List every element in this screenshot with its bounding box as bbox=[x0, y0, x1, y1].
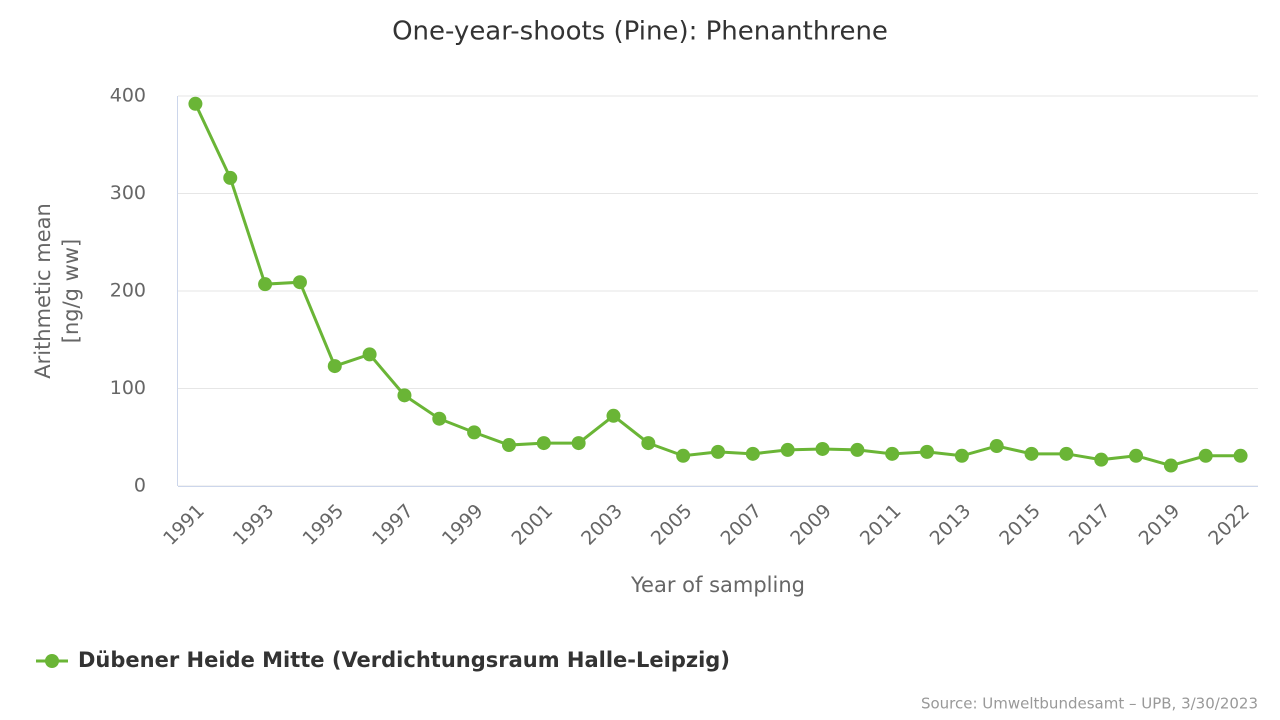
x-tick-label: 2011 bbox=[856, 500, 906, 550]
data-point bbox=[1094, 452, 1109, 467]
x-tick-label: 2005 bbox=[647, 500, 697, 550]
data-point bbox=[223, 170, 238, 185]
series-line bbox=[194, 103, 1241, 468]
legend-label[interactable]: Dübener Heide Mitte (Verdichtungsraum Ha… bbox=[78, 648, 730, 672]
x-axis-title: Year of sampling bbox=[630, 573, 805, 597]
x-tick-label: 1997 bbox=[368, 500, 418, 550]
data-point bbox=[362, 347, 377, 362]
y-tick-label: 300 bbox=[110, 182, 146, 204]
y-tick-label: 100 bbox=[110, 377, 146, 399]
x-tick-label: 2007 bbox=[717, 500, 767, 550]
data-point bbox=[571, 436, 586, 451]
x-tick-label: 1995 bbox=[298, 500, 348, 550]
data-point bbox=[606, 408, 621, 423]
x-tick-label: 1993 bbox=[229, 500, 279, 550]
x-tick-label: 2003 bbox=[577, 500, 627, 550]
y-tick-label: 400 bbox=[110, 85, 146, 107]
x-tick-label: 2022 bbox=[1204, 500, 1254, 550]
data-point bbox=[292, 275, 307, 290]
data-point bbox=[501, 438, 516, 453]
x-tick-label: 2015 bbox=[995, 500, 1045, 550]
data-point bbox=[711, 444, 725, 459]
x-tick-label: 2013 bbox=[926, 500, 976, 550]
y-axis-title-line: [ng/g ww] bbox=[59, 239, 83, 343]
data-point bbox=[467, 425, 482, 440]
data-point bbox=[1198, 448, 1213, 463]
x-tick-label: 2001 bbox=[507, 500, 557, 550]
x-tick-label: 2019 bbox=[1135, 500, 1185, 550]
data-point bbox=[536, 436, 551, 451]
data-point bbox=[1129, 448, 1144, 463]
x-tick-label: 2017 bbox=[1065, 500, 1115, 550]
data-point bbox=[1233, 448, 1248, 463]
data-point bbox=[850, 442, 865, 457]
data-point bbox=[397, 388, 412, 403]
x-tick-label: 2009 bbox=[786, 500, 836, 550]
y-tick-label: 0 bbox=[134, 475, 146, 497]
legend-marker bbox=[45, 654, 59, 668]
data-point bbox=[327, 359, 342, 374]
data-point bbox=[188, 96, 203, 111]
data-point bbox=[780, 442, 795, 457]
source-note: Source: Umweltbundesamt – UPB, 3/30/2023 bbox=[921, 695, 1258, 713]
data-point bbox=[641, 436, 656, 451]
chart-title: One-year-shoots (Pine): Phenanthrene bbox=[392, 17, 888, 47]
data-point bbox=[432, 411, 447, 426]
y-axis-title: Arithmetic mean [ng/g ww] bbox=[31, 203, 83, 379]
y-tick-label: 200 bbox=[110, 280, 146, 302]
data-point bbox=[258, 277, 273, 292]
data-point bbox=[989, 439, 1004, 454]
x-tick-label: 1999 bbox=[438, 500, 488, 550]
data-point bbox=[676, 448, 691, 463]
data-point bbox=[1163, 458, 1178, 473]
data-point bbox=[815, 441, 830, 456]
x-tick-label: 1991 bbox=[159, 500, 209, 550]
data-point bbox=[1059, 446, 1074, 461]
y-axis-title-line: Arithmetic mean bbox=[31, 203, 55, 379]
data-point bbox=[1024, 446, 1039, 461]
data-point bbox=[745, 446, 760, 461]
data-point bbox=[885, 446, 900, 461]
data-point bbox=[920, 444, 935, 459]
data-point bbox=[954, 448, 969, 463]
